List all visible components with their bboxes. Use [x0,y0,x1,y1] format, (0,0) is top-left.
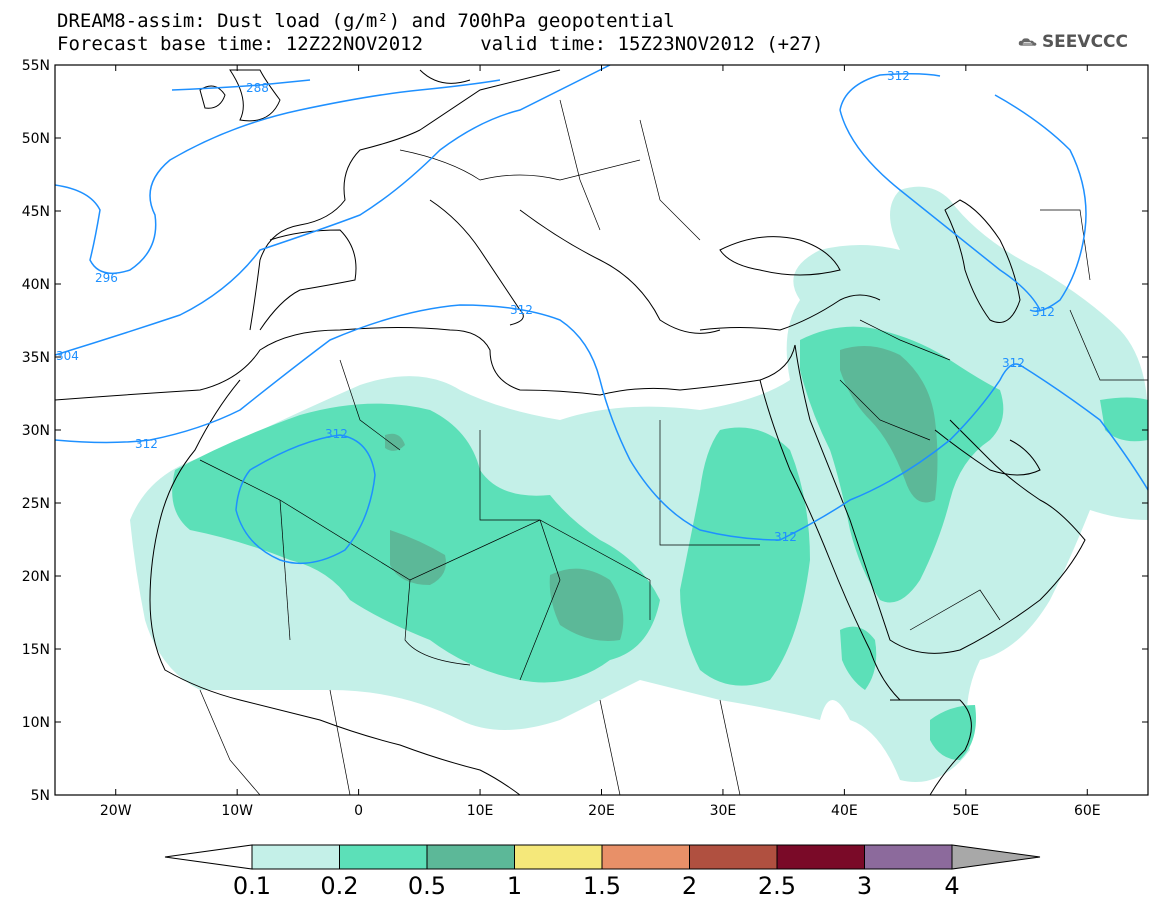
contour-labels: 288 296 304 312 312 312 312 312 312 312 [56,69,1055,544]
lat-label: 35N [22,350,50,366]
dust-area-medium [840,626,877,690]
lon-label: 20W [100,803,132,819]
red-sea-coast [759,379,901,701]
lon-label: 40E [831,803,858,819]
colorbar-box [514,844,603,870]
colorbar-label: 2.5 [758,872,796,900]
latitude-labels: 55N 50N 45N 40N 35N 30N 25N 20N 15N 10N 5N [22,58,50,804]
turkey-coast [699,294,881,331]
contour-label: 312 [135,437,158,451]
seevccc-logo: SEEVCCC [1018,28,1128,56]
colorbar-label: 4 [944,872,959,900]
lat-label: 5N [31,788,50,804]
figure-title: DREAM8-assim: Dust load (g/m²) and 700hP… [57,10,675,32]
axis-ticks [55,64,1148,796]
coastlines [55,69,1086,795]
geopotential-contours [55,65,1148,565]
colorbar-over-arrow [951,844,1041,870]
colorbar-box [251,844,340,870]
lon-label: 30E [710,803,737,819]
contour-312-ne2 [839,109,1041,311]
lat-label: 25N [22,496,50,512]
colorbar-box [339,844,428,870]
italy-coast [429,199,524,326]
lon-label: 50E [952,803,979,819]
borders [199,99,1148,795]
lat-label: 15N [22,642,50,658]
logo-text: SEEVCCC [1041,32,1128,52]
contour-304 [55,65,611,356]
lon-label: 10W [221,803,253,819]
dust-area-high [549,568,624,641]
lat-label: 45N [22,204,50,220]
contour-label: 304 [56,349,79,363]
contour-312-east [994,94,1087,312]
lon-label: 10E [467,803,494,819]
colorbar-box [776,844,865,870]
caspian-sea [944,199,1021,323]
dust-area-high [385,433,405,451]
lat-label: 40N [22,277,50,293]
contour-312-ne [839,72,941,111]
lat-label: 30N [22,423,50,439]
contour-label: 312 [1032,305,1055,319]
lon-label: 0 [354,803,363,819]
lon-label: 20E [588,803,615,819]
colorbar-label: 0.5 [408,872,446,900]
ireland-coast [199,85,226,109]
lon-label: 60E [1074,803,1101,819]
figure-subtitle: Forecast base time: 12Z22NOV2012 valid t… [57,33,824,55]
dust-layer [130,186,1148,782]
colorbar-label: 0.2 [320,872,358,900]
balkans-coast [519,209,721,334]
longitude-labels: 20W 10W 0 10E 20E 30E 40E 50E 60E [100,803,1101,819]
lat-label: 10N [22,715,50,731]
contour-label: 312 [1002,356,1025,370]
dust-area-medium [930,705,976,760]
dust-area-medium [1100,397,1148,442]
arabia-coast [794,344,1086,654]
contour-label: 312 [887,69,910,83]
dust-area-high [840,346,938,503]
lat-label: 55N [22,58,50,74]
colorbar-label: 1.5 [583,872,621,900]
horn-africa-coast [890,699,972,795]
contour-312-main [55,304,1148,541]
contour-label: 288 [246,81,269,95]
colorbar-box [864,844,953,870]
colorbar-under-arrow [164,844,253,870]
contour-label: 312 [510,303,533,317]
colorbar-label: 3 [857,872,872,900]
contour-label: 312 [325,427,348,441]
colorbar-box [689,844,778,870]
colorbar-label: 1 [507,872,522,900]
colorbar: 0.1 0.2 0.5 1 1.5 2 2.5 3 4 [164,844,1041,900]
africa-west-coast [149,379,521,795]
persian-gulf [934,429,1041,476]
uk-coast [229,69,281,122]
africa-coast [55,327,796,401]
cloud-icon [1018,38,1037,46]
contour-label: 296 [95,271,118,285]
dust-area-high [390,530,446,585]
lat-label: 50N [22,131,50,147]
dust-area-medium [680,427,810,686]
colorbar-label: 0.1 [233,872,271,900]
contour-312-closed [235,434,376,565]
lat-label: 20N [22,569,50,585]
contour-label: 312 [774,530,797,544]
contour-296 [55,79,501,275]
colorbar-label: 2 [682,872,697,900]
black-sea [719,236,841,276]
colorbar-box [601,844,690,870]
scandinavia-coast [419,69,471,84]
europe-coast [249,69,561,331]
colorbar-box [426,844,515,870]
contour-288 [171,79,311,91]
